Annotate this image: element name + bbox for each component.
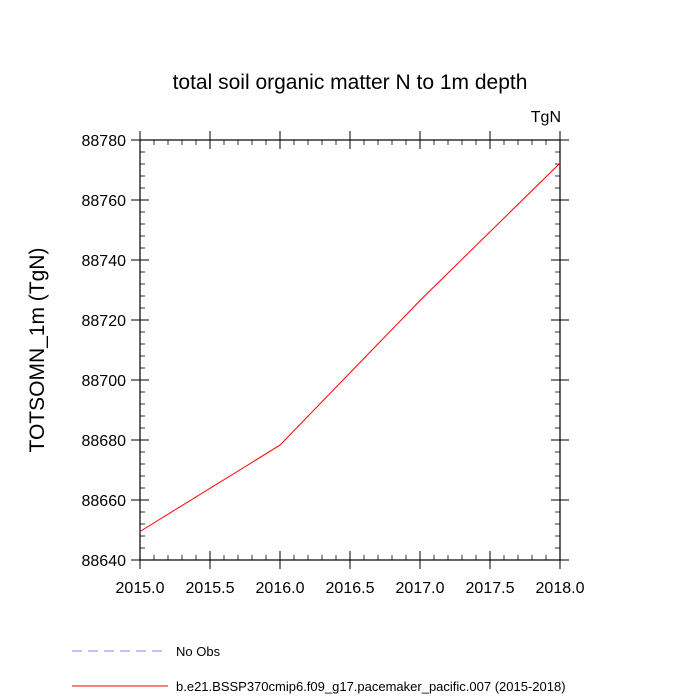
y-tick-label: 88680 [82,433,127,450]
y-tick-label: 88720 [82,313,127,330]
axis-tick-labels: 2015.0 2015.5 2016.0 2016.5 2017.0 2017.5 2018… [82,133,585,597]
x-tick-label: 2016.0 [256,580,305,597]
plot-frame [139,139,561,561]
x-tick-label: 2017.5 [466,580,515,597]
x-tick-label: 2015.0 [116,580,165,597]
x-tick-label: 2016.5 [326,580,375,597]
series-line [139,162,561,532]
y-tick-label: 88780 [82,133,127,150]
y-tick-label: 88660 [82,493,127,510]
y-tick-label: 88760 [82,193,127,210]
chart-title: total soil organic matter N to 1m depth [173,71,528,94]
y-axis-label: TOTSOMN_1m (TgN) [26,248,49,453]
x-tick-label: 2017.0 [396,580,445,597]
y-tick-label: 88640 [82,553,127,570]
legend-label: b.e21.BSSP370cmip6.f09_g17.pacemaker_pac… [176,679,566,694]
legend: No Obs b.e21.BSSP370cmip6.f09_g17.pacemak… [72,644,566,694]
x-tick-label: 2018.0 [536,580,585,597]
y-tick-label: 88740 [82,253,127,270]
axis-ticks [131,131,569,569]
series-group [139,162,561,532]
y-tick-label: 88700 [82,373,127,390]
legend-label: No Obs [176,644,221,659]
x-tick-label: 2015.5 [186,580,235,597]
units-label: TgN [531,109,561,126]
